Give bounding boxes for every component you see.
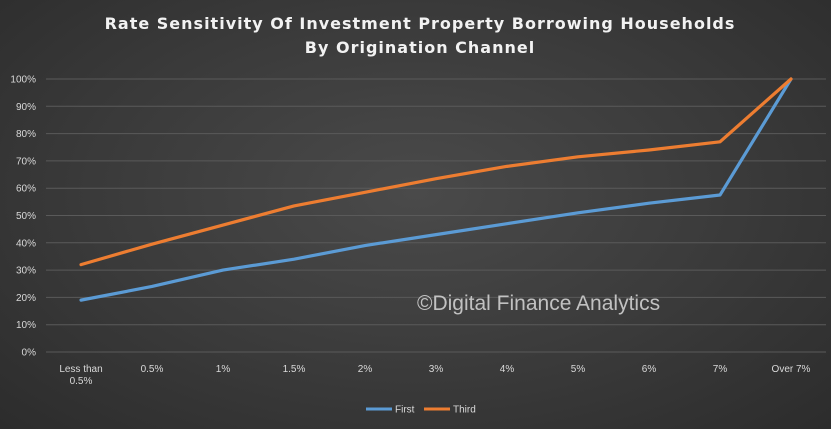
y-tick-label: 10% [16,320,36,331]
y-tick-label: 80% [16,129,36,140]
x-tick-label: 0.5% [141,364,164,375]
chart-title-line: By Origination Channel [305,38,535,57]
series-line-first [79,77,793,302]
x-tick-label: 6% [642,364,657,375]
chart-title: Rate Sensitivity Of Investment Property … [105,14,736,57]
y-tick-label: 50% [16,211,36,222]
x-tick-label: 1% [216,364,231,375]
series-line-third [79,77,793,267]
x-tick-label: 5% [571,364,586,375]
x-tick-label: 4% [500,364,515,375]
y-tick-label: 40% [16,238,36,249]
gridlines [46,78,826,353]
y-tick-label: 0% [22,348,37,359]
chart-title-line: Rate Sensitivity Of Investment Property … [105,14,736,33]
legend: First Third [366,405,476,416]
y-axis-ticks: 0% 10% 20% 30% 40% 50% 60% 70% 80% 90% 100% [10,75,36,359]
x-tick-label: Less than 0.5% [59,364,102,387]
y-tick-label: 90% [16,102,36,113]
x-tick-label: 7% [713,364,728,375]
y-tick-label: 100% [10,75,36,86]
x-tick-label: Over 7% [772,364,811,375]
x-axis-ticks: Less than 0.5% 0.5% 1% 1.5% 2% 3% 4% 5% 6% 7% Over … [59,364,810,387]
legend-label-first: First [395,405,415,416]
x-tick-label: 2% [358,364,373,375]
x-tick-label: 3% [429,364,444,375]
watermark: ©Digital Finance Analytics [417,292,660,315]
x-tick-label: 1.5% [283,364,306,375]
y-tick-label: 20% [16,293,36,304]
y-tick-label: 70% [16,156,36,167]
y-tick-label: 30% [16,266,36,277]
legend-label-third: Third [453,405,476,416]
series-lines [79,77,793,302]
y-tick-label: 60% [16,184,36,195]
